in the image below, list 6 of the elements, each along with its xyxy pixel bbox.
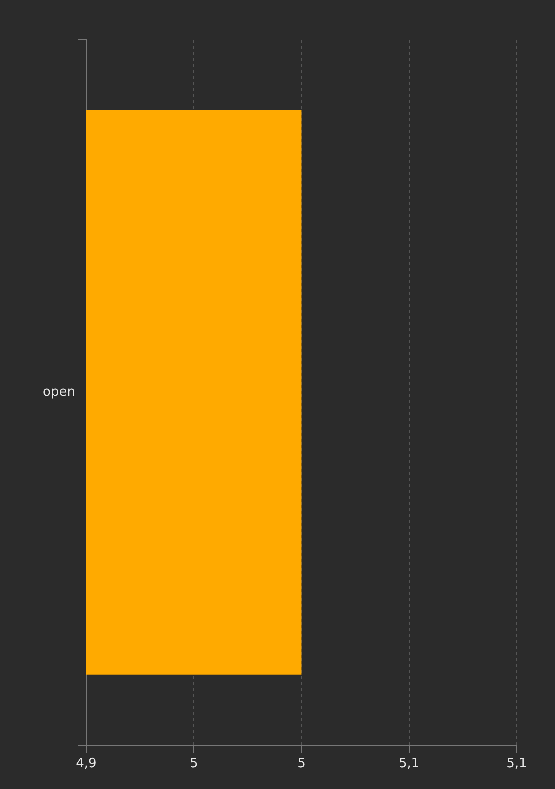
x-tick-label: 4,9: [76, 756, 97, 772]
y-tick-label: open: [42, 385, 76, 400]
x-tick-label: 5,1: [399, 756, 420, 772]
x-tick-label: 5: [298, 756, 306, 772]
x-tick-label: 5: [190, 756, 198, 772]
x-tick-label: 5,1: [506, 756, 528, 772]
